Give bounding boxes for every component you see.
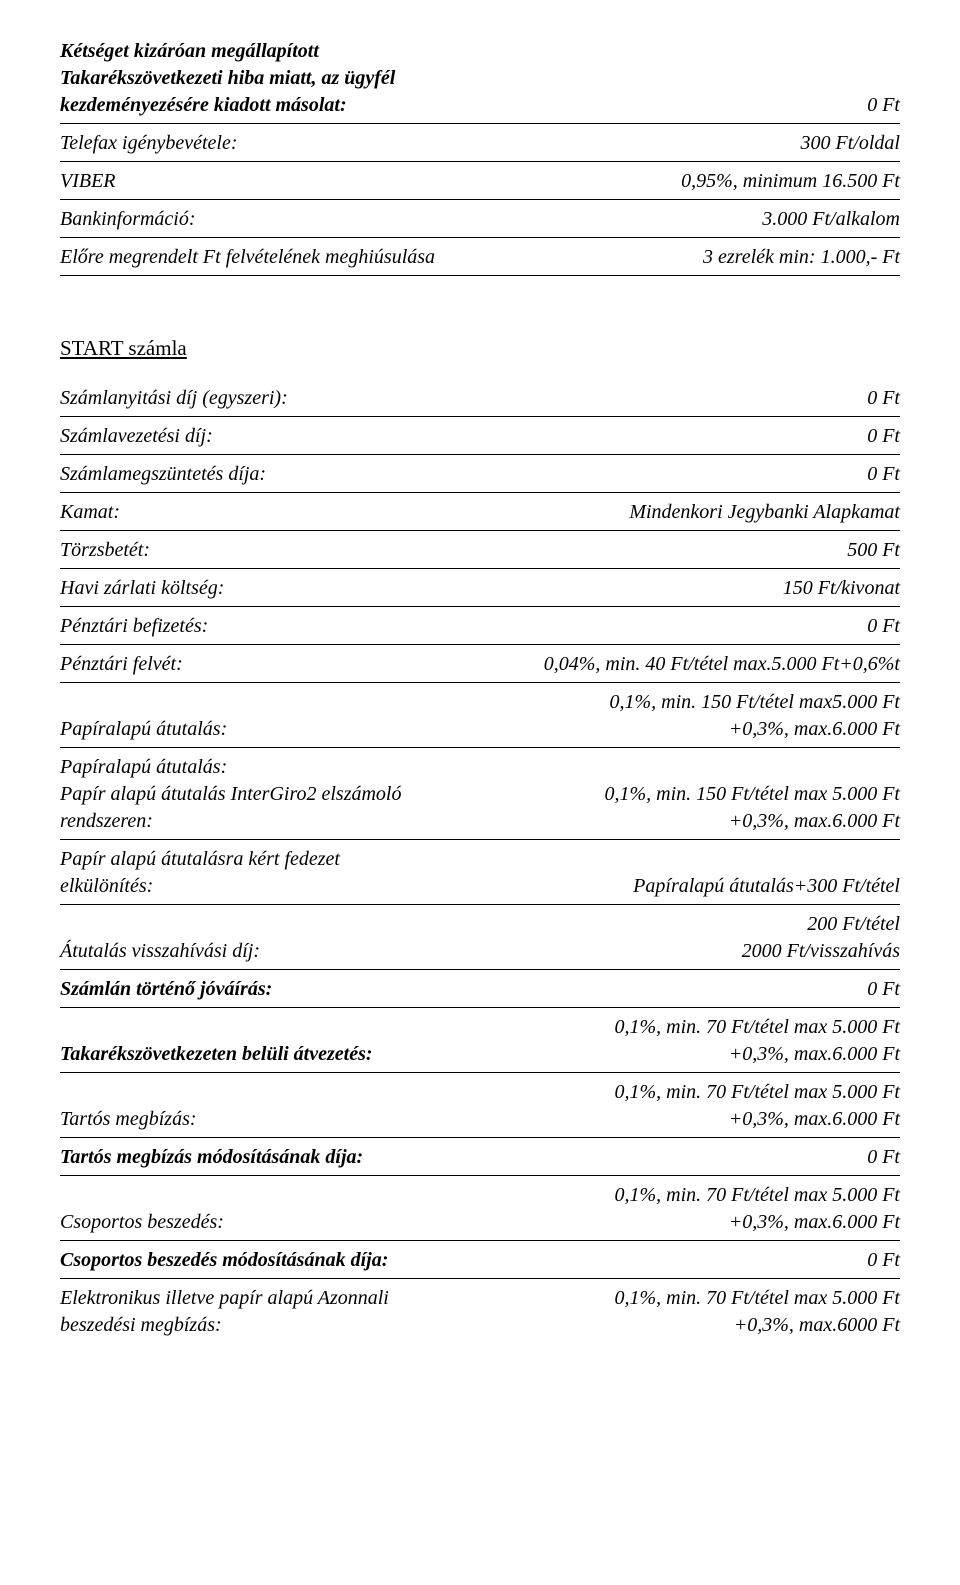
row-value: 150 Ft/kivonat xyxy=(783,575,900,602)
row-label: Számlán történő jóváírás: xyxy=(60,976,272,1003)
row-label: Bankinformáció: xyxy=(60,206,196,233)
row-label: Pénztári befizetés: xyxy=(60,613,208,640)
table-row: Pénztári felvét: 0,04%, min. 40 Ft/tétel … xyxy=(60,645,900,683)
row-label: Számlavezetési díj: xyxy=(60,423,213,450)
row-label: Átutalás visszahívási díj: xyxy=(60,938,260,965)
row-value: 0,1%, min. 70 Ft/tétel max 5.000 Ft +0,3… xyxy=(614,1079,900,1133)
row-value: 0 Ft xyxy=(867,1247,900,1274)
row-label: Pénztári felvét: xyxy=(60,651,183,678)
table-row: Csoportos beszedés: 0,1%, min. 70 Ft/téte… xyxy=(60,1176,900,1241)
row-label: Törzsbetét: xyxy=(60,537,150,564)
table-row: Kamat: Mindenkori Jegybanki Alapkamat xyxy=(60,493,900,531)
table-row: Takarékszövetkezeten belüli átvezetés: 0,… xyxy=(60,1008,900,1073)
row-value: Mindenkori Jegybanki Alapkamat xyxy=(629,499,900,526)
row-value: 0,1%, min. 70 Ft/tétel max 5.000 Ft +0,3… xyxy=(614,1014,900,1068)
row-label: Csoportos beszedés: xyxy=(60,1209,224,1236)
row-value: 0 Ft xyxy=(867,385,900,412)
table-row: Havi zárlati költség: 150 Ft/kivonat xyxy=(60,569,900,607)
table-row: Tartós megbízás módosításának díja: 0 Ft xyxy=(60,1138,900,1176)
table-row: Telefax igénybevétele: 300 Ft/oldal xyxy=(60,124,900,162)
main-table: Számlanyitási díj (egyszeri):0 FtSzámlav… xyxy=(60,379,900,1343)
row-value: 0 Ft xyxy=(867,613,900,640)
row-value: Papíralapú átutalás+300 Ft/tétel xyxy=(633,873,900,900)
section-title: START számla xyxy=(60,336,900,361)
row-value: 500 Ft xyxy=(847,537,900,564)
row-value: 300 Ft/oldal xyxy=(801,130,900,157)
row-label: Tartós megbízás: xyxy=(60,1106,197,1133)
row-value: 3 ezrelék min: 1.000,- Ft xyxy=(703,244,900,271)
row-value: 0 Ft xyxy=(867,92,900,119)
row-label: Havi zárlati költség: xyxy=(60,575,224,602)
table-row: VIBER 0,95%, minimum 16.500 Ft xyxy=(60,162,900,200)
row-label: Papíralapú átutalás: Papír alapú átutalá… xyxy=(60,754,401,835)
top-block: Kétséget kizáróan megállapított Takaréks… xyxy=(60,32,900,276)
row-value: 0,1%, min. 70 Ft/tétel max 5.000 Ft +0,3… xyxy=(614,1182,900,1236)
row-label: Kétséget kizáróan megállapított Takaréks… xyxy=(60,38,395,119)
table-row: Papíralapú átutalás: 0,1%, min. 150 Ft/té… xyxy=(60,683,900,748)
row-label: Takarékszövetkezeten belüli átvezetés: xyxy=(60,1041,373,1068)
row-label: Elektronikus illetve papír alapú Azonnal… xyxy=(60,1285,389,1339)
row-label: Számlamegszüntetés díja: xyxy=(60,461,266,488)
row-value: 0 Ft xyxy=(867,461,900,488)
row-value: 0,1%, min. 70 Ft/tétel max 5.000 Ft +0,3… xyxy=(614,1285,900,1339)
row-value: 200 Ft/tétel 2000 Ft/visszahívás xyxy=(742,911,900,965)
table-row: Papír alapú átutalásra kért fedezet elkü… xyxy=(60,840,900,905)
table-row: Számlavezetési díj: 0 Ft xyxy=(60,417,900,455)
row-label: Papíralapú átutalás: xyxy=(60,716,227,743)
table-row: Kétséget kizáróan megállapított Takaréks… xyxy=(60,32,900,124)
row-value: 0,1%, min. 150 Ft/tétel max 5.000 Ft +0,… xyxy=(604,781,900,835)
row-label: Kamat: xyxy=(60,499,120,526)
table-row: Előre megrendelt Ft felvételének meghiús… xyxy=(60,238,900,276)
row-label: Csoportos beszedés módosításának díja: xyxy=(60,1247,388,1274)
row-value: 0,95%, minimum 16.500 Ft xyxy=(681,168,900,195)
row-label: Tartós megbízás módosításának díja: xyxy=(60,1144,363,1171)
row-value: 0,1%, min. 150 Ft/tétel max5.000 Ft +0,3… xyxy=(609,689,900,743)
row-value: 3.000 Ft/alkalom xyxy=(762,206,900,233)
table-row: Számlán történő jóváírás: 0 Ft xyxy=(60,970,900,1008)
row-value: 0 Ft xyxy=(867,1144,900,1171)
table-row: Elektronikus illetve papír alapú Azonnal… xyxy=(60,1279,900,1343)
row-label: VIBER xyxy=(60,168,116,195)
row-label: Számlanyitási díj (egyszeri): xyxy=(60,385,288,412)
row-value: 0 Ft xyxy=(867,423,900,450)
table-row: Csoportos beszedés módosításának díja: 0 … xyxy=(60,1241,900,1279)
row-label: Papír alapú átutalásra kért fedezet elkü… xyxy=(60,846,340,900)
table-row: Bankinformáció: 3.000 Ft/alkalom xyxy=(60,200,900,238)
table-row: Papíralapú átutalás: Papír alapú átutalá… xyxy=(60,748,900,840)
table-row: Törzsbetét: 500 Ft xyxy=(60,531,900,569)
row-value: 0 Ft xyxy=(867,976,900,1003)
table-row: Számlanyitási díj (egyszeri): 0 Ft xyxy=(60,379,900,417)
row-label: Telefax igénybevétele: xyxy=(60,130,238,157)
row-value: 0,04%, min. 40 Ft/tétel max.5.000 Ft+0,6… xyxy=(544,651,900,678)
table-row: Tartós megbízás: 0,1%, min. 70 Ft/tétel m… xyxy=(60,1073,900,1138)
row-label: Előre megrendelt Ft felvételének meghiús… xyxy=(60,244,435,271)
table-row: Számlamegszüntetés díja: 0 Ft xyxy=(60,455,900,493)
table-row: Átutalás visszahívási díj: 200 Ft/tétel 2… xyxy=(60,905,900,970)
table-row: Pénztári befizetés: 0 Ft xyxy=(60,607,900,645)
